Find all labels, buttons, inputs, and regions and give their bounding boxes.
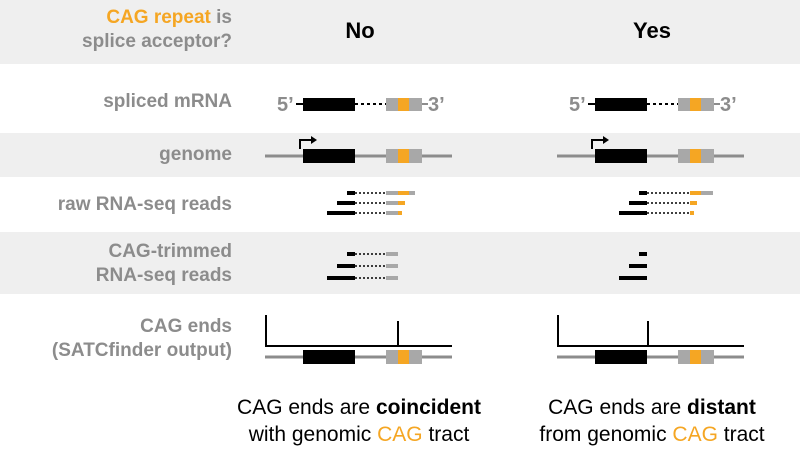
- column-no-label: No: [345, 18, 375, 43]
- yes-raw-reads: [619, 191, 713, 215]
- no-genome: [265, 136, 452, 163]
- row-label-genome: genome: [159, 144, 232, 165]
- caption-no-pre: CAG ends are: [237, 396, 376, 419]
- caption-yes-pre: CAG ends are: [548, 396, 688, 419]
- trimmed-line2: RNA-seq reads: [95, 265, 232, 286]
- row-label-trimmed: CAG-trimmed RNA-seq reads: [0, 240, 232, 288]
- no-five-prime: 5’: [277, 94, 294, 116]
- caption-yes-bold: distant: [687, 396, 756, 419]
- no-three-prime: 3’: [428, 94, 445, 116]
- row-label-cag-ends: CAG ends (SATCfinder output): [0, 315, 232, 363]
- row-label-spliced-mrna: spliced mRNA: [103, 91, 232, 112]
- no-mrna-cag: [398, 98, 409, 111]
- cag-ends-line1: CAG ends: [140, 316, 232, 337]
- caption-no-line2-pre: with genomic: [248, 423, 378, 446]
- question-highlight: CAG repeat: [106, 7, 211, 28]
- column-yes-label: Yes: [633, 18, 671, 43]
- no-promoter-arrow-icon: [299, 139, 313, 149]
- caption-no: CAG ends are coincident with genomic CAG…: [194, 394, 524, 448]
- row-label-raw-reads: raw RNA-seq reads: [57, 194, 232, 215]
- no-trimmed-reads: [327, 252, 398, 280]
- yes-promoter-arrow-icon: [591, 139, 605, 149]
- yes-three-prime: 3’: [720, 94, 737, 116]
- no-genome-exon1: [303, 149, 355, 163]
- caption-no-bold: coincident: [375, 396, 481, 419]
- question-line2: splice acceptor?: [82, 31, 232, 52]
- caption-yes: CAG ends are distant from genomic CAG tr…: [487, 394, 800, 448]
- no-spliced-mrna: 5’ 3’: [277, 94, 445, 116]
- caption-yes-line2-post: tract: [717, 423, 765, 446]
- caption-no-line2-post: tract: [422, 423, 470, 446]
- question-rest: is: [210, 7, 232, 28]
- no-genome-cag: [398, 149, 409, 163]
- yes-cag-ends: [557, 315, 744, 364]
- yes-spliced-mrna: 5’ 3’: [569, 94, 737, 116]
- caption-yes-cag: CAG: [672, 423, 718, 446]
- yes-genome: [557, 136, 744, 163]
- cag-ends-line2: (SATCfinder output): [51, 340, 232, 361]
- trimmed-line1: CAG-trimmed: [108, 241, 232, 262]
- no-raw-reads: [327, 191, 415, 215]
- yes-five-prime: 5’: [569, 94, 586, 116]
- header-band: [0, 0, 800, 64]
- no-mrna-exon1: [303, 98, 355, 111]
- caption-yes-line2-pre: from genomic: [539, 423, 673, 446]
- trimmed-band: [0, 232, 800, 294]
- no-cag-ends: [265, 315, 452, 364]
- yes-trimmed-reads: [619, 252, 647, 280]
- header-question: CAG repeat is splice acceptor?: [0, 6, 232, 54]
- caption-no-cag: CAG: [377, 423, 423, 446]
